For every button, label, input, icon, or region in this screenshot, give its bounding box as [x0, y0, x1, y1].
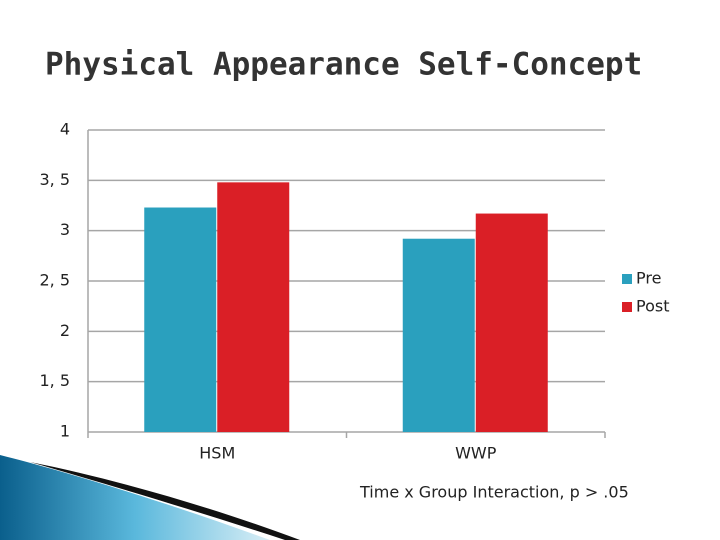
legend-swatch [622, 302, 632, 312]
y-tick-label: 1 [60, 422, 70, 441]
bar [217, 182, 290, 432]
annotation: Time x Group Interaction, p > .05 [359, 483, 629, 502]
x-tick-label: WWP [455, 444, 497, 463]
legend-label: Post [636, 297, 669, 316]
legend-swatch [622, 274, 632, 284]
decor-swoosh [0, 455, 270, 540]
decor-stroke [30, 462, 300, 540]
x-tick-label: HSM [199, 444, 235, 463]
y-tick-label: 3 [60, 220, 70, 239]
legend-label: Pre [636, 269, 661, 288]
bar [475, 213, 548, 432]
bar [144, 207, 217, 432]
bar [402, 238, 475, 432]
y-tick-label: 2 [60, 321, 70, 340]
chart-title: Physical Appearance Self-Concept [45, 47, 642, 83]
y-tick-label: 2, 5 [39, 271, 70, 290]
y-tick-label: 4 [60, 120, 70, 139]
y-tick-label: 3, 5 [39, 170, 70, 189]
y-tick-label: 1, 5 [39, 371, 70, 390]
